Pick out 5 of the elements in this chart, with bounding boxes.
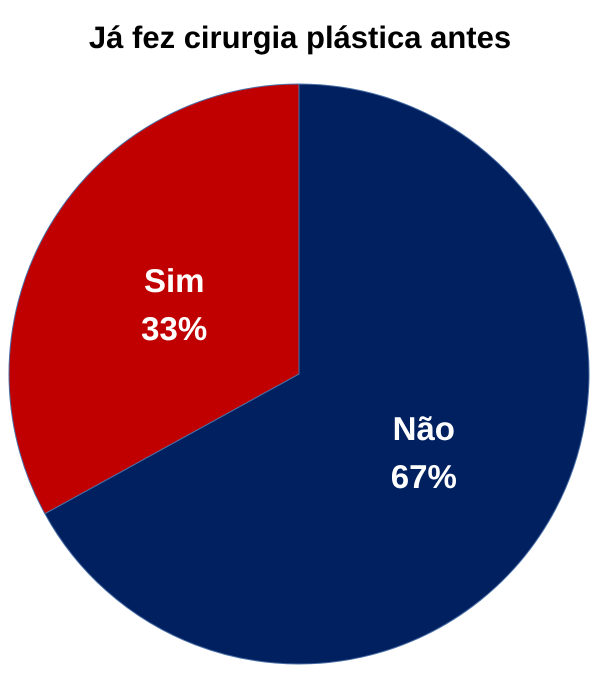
data-label: 33% [141, 310, 208, 348]
chart-title: Já fez cirurgia plástica antes [88, 20, 512, 55]
slice-label: Sim [144, 262, 204, 300]
data-label: 67% [390, 458, 457, 495]
slice-label: Não [392, 410, 455, 447]
